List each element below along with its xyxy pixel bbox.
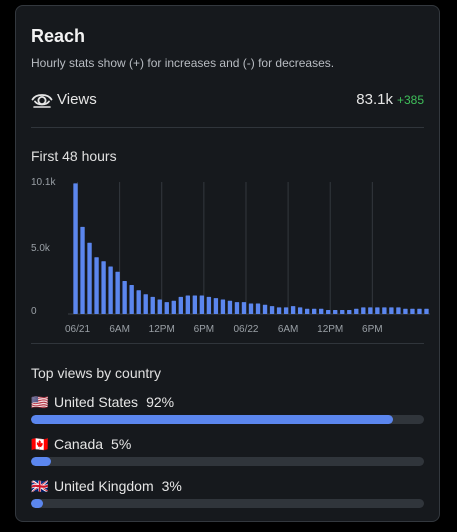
views-label: Views <box>57 91 97 108</box>
country-row-united-states: 🇺🇸 United States 92% <box>31 394 424 428</box>
views-bar-chart: 10.1k 5.0k 0 06/21 6AM 12PM 6PM 06/22 6AM 12PM 6PM <box>31 177 430 335</box>
chart-bar <box>80 226 85 314</box>
chart-title: First 48 hours <box>31 148 117 164</box>
chart-bar <box>283 307 289 314</box>
chart-bar <box>248 303 254 314</box>
country-percent: 3% <box>161 478 182 494</box>
chart-bar <box>396 307 401 314</box>
x-tick-label: 06/22 <box>233 324 258 335</box>
chart-bar <box>326 310 331 314</box>
chart-bar <box>241 302 247 314</box>
countries-title: Top views by country <box>31 365 161 381</box>
chart-bar <box>417 308 422 314</box>
chart-bar <box>73 183 78 314</box>
chart-bar <box>101 261 106 314</box>
chart-bar <box>312 308 317 314</box>
views-value-group: 83.1k +385 <box>356 91 424 108</box>
chart-bar <box>234 302 240 314</box>
y-tick-label: 10.1k <box>31 177 56 188</box>
country-bar-track <box>31 499 424 508</box>
chart-bar <box>164 302 169 314</box>
chart-bar <box>129 284 134 314</box>
country-row-united-kingdom: 🇬🇧 United Kingdom 3% <box>31 478 424 512</box>
chart-bar <box>220 299 226 314</box>
chart-bar <box>410 308 415 314</box>
chart-bar <box>276 307 282 314</box>
chart-bar <box>290 306 296 314</box>
x-tick-label: 12PM <box>149 324 175 335</box>
chart-bar <box>136 290 141 314</box>
chart-bar <box>403 308 408 314</box>
views-delta: +385 <box>396 93 424 107</box>
chart-bar <box>192 295 198 314</box>
y-tick-label: 0 <box>31 306 37 317</box>
chart-bar <box>255 303 261 314</box>
x-tick-label: 6PM <box>194 324 215 335</box>
eye-icon <box>31 94 53 108</box>
x-tick-label: 6PM <box>362 324 383 335</box>
country-bar-fill <box>31 457 51 466</box>
country-name: United Kingdom <box>54 478 154 494</box>
chart-bar <box>185 295 190 314</box>
chart-bar <box>333 310 338 314</box>
country-bar-track <box>31 415 424 424</box>
ca-flag-icon: 🇨🇦 <box>31 436 49 452</box>
x-tick-label: 6AM <box>109 324 130 335</box>
x-tick-label: 12PM <box>317 324 343 335</box>
country-bar-track <box>31 457 424 466</box>
chart-bar <box>382 307 387 314</box>
chart-bar <box>178 296 183 314</box>
country-label: 🇺🇸 United States 92% <box>31 394 174 411</box>
card-title: Reach <box>31 26 86 46</box>
views-row: Views 83.1k +385 <box>31 88 424 112</box>
chart-bar <box>368 307 373 314</box>
country-bar-fill <box>31 415 393 424</box>
country-row-canada: 🇨🇦 Canada 5% <box>31 436 424 470</box>
us-flag-icon: 🇺🇸 <box>31 394 49 410</box>
chart-bar <box>304 308 310 314</box>
country-percent: 92% <box>146 394 175 410</box>
chart-bar <box>424 308 429 314</box>
chart-bar <box>319 308 324 314</box>
chart-bar <box>171 300 176 314</box>
chart-bar <box>213 298 219 314</box>
chart-bar <box>340 310 345 314</box>
chart-bar <box>143 294 148 314</box>
chart-bar <box>206 296 212 314</box>
chart-bar <box>347 310 352 314</box>
country-percent: 5% <box>111 436 132 452</box>
country-name: Canada <box>54 436 104 452</box>
reach-card: Reach Hourly stats show (+) for increase… <box>15 5 440 522</box>
country-bar-fill <box>31 499 43 508</box>
chart-bar <box>108 266 113 314</box>
chart-bar <box>122 281 127 314</box>
divider <box>31 343 424 344</box>
chart-bar <box>115 271 120 314</box>
chart-bar <box>354 308 359 314</box>
y-tick-label: 5.0k <box>31 243 51 254</box>
chart-bar <box>269 306 275 314</box>
chart-bar <box>227 300 233 314</box>
chart-bar <box>94 257 99 314</box>
chart-bar <box>199 295 205 314</box>
divider <box>31 127 424 128</box>
chart-bar <box>262 304 268 314</box>
chart-bar <box>297 307 303 314</box>
chart-bar <box>150 296 155 314</box>
x-tick-label: 06/21 <box>65 324 90 335</box>
gb-flag-icon: 🇬🇧 <box>31 478 49 494</box>
chart-bar <box>389 307 394 314</box>
chart-bar <box>87 242 92 314</box>
views-total: 83.1k <box>356 91 393 108</box>
card-subtitle: Hourly stats show (+) for increases and … <box>31 56 335 70</box>
chart-bar <box>361 307 366 314</box>
x-tick-label: 6AM <box>278 324 299 335</box>
chart-bar <box>375 307 380 314</box>
country-label: 🇬🇧 United Kingdom 3% <box>31 478 182 495</box>
country-name: United States <box>54 394 139 410</box>
country-label: 🇨🇦 Canada 5% <box>31 436 131 453</box>
chart-bar <box>157 299 162 314</box>
